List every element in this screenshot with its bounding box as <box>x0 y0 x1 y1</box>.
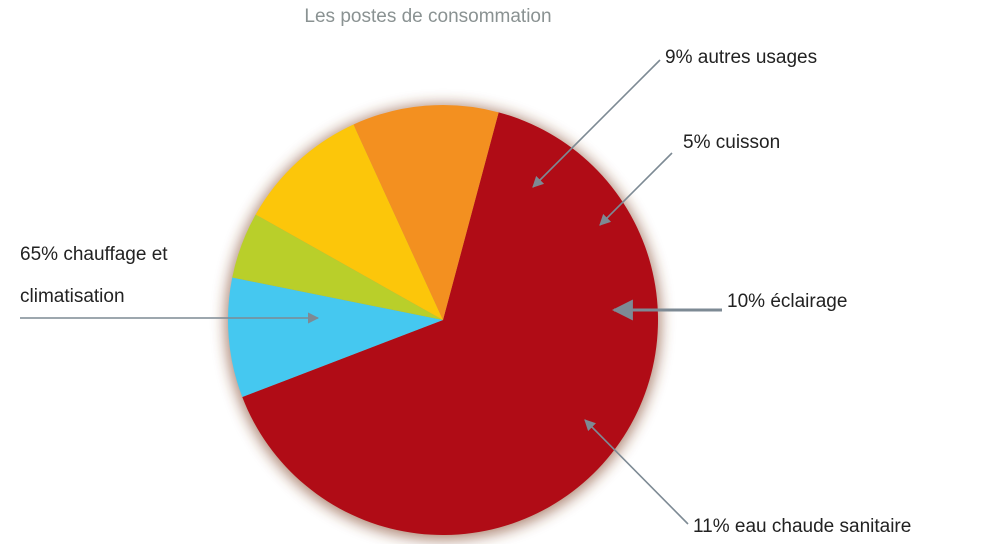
slice-label: 5% cuisson <box>683 122 780 164</box>
label-arrow <box>599 152 673 226</box>
slice-name: chauffage et climatisation <box>20 244 168 307</box>
slice-percent: 11% <box>693 516 730 537</box>
pie-slice <box>242 112 658 535</box>
slice-percent: 10% <box>727 291 766 312</box>
slice-name: cuisson <box>715 132 781 153</box>
pie-slice <box>353 105 499 320</box>
pie-slice <box>232 214 443 320</box>
slice-percent: 5% <box>683 132 711 153</box>
slice-percent: 9% <box>665 47 693 68</box>
label-arrow <box>584 419 689 525</box>
slice-label: 65% chauffage et climatisation <box>20 234 190 318</box>
chart-title: Les postes de consommation <box>304 6 552 27</box>
slice-name: autres usages <box>697 47 818 68</box>
slice-label: 9% autres usages <box>665 37 817 79</box>
pie-slice <box>255 124 443 320</box>
slice-label: 11% eau chaude sanitaire <box>693 506 911 544</box>
label-arrow <box>532 59 661 188</box>
slice-label: 10% éclairage <box>727 281 847 323</box>
pie-slice <box>227 277 443 398</box>
slice-percent: 65% <box>20 244 59 265</box>
slice-name: éclairage <box>770 291 848 312</box>
slice-name: eau chaude sanitaire <box>734 516 912 537</box>
